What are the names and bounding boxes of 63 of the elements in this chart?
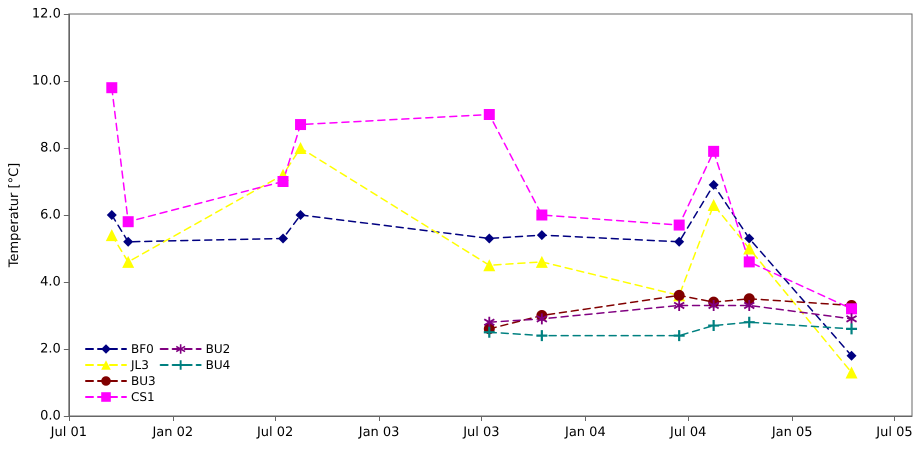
point (708, 300, 720, 311)
point (106, 229, 118, 242)
y-axis-title: Temperatur [°C] (7, 162, 22, 268)
point (278, 176, 289, 187)
x-tick-label: Jul 04 (669, 425, 706, 440)
y-tick-label: 12.0 (32, 6, 61, 22)
legend-label: BU2 (206, 342, 230, 356)
point (846, 366, 858, 378)
point (708, 146, 720, 157)
point (846, 313, 858, 324)
point (484, 326, 495, 338)
point (106, 82, 118, 94)
x-tick-label: Jan 05 (770, 425, 813, 440)
point (846, 303, 858, 314)
point (743, 242, 756, 254)
x-tick-label: Jul 03 (462, 425, 500, 440)
point (536, 313, 548, 324)
point (674, 220, 685, 231)
point (294, 142, 307, 154)
point (483, 259, 496, 272)
point (296, 210, 306, 220)
point (536, 230, 547, 240)
y-tick-label: 10.0 (32, 74, 61, 88)
point (536, 210, 548, 220)
point (708, 198, 720, 211)
point (278, 233, 288, 244)
x-tick-label: Jul 02 (256, 425, 294, 440)
x-tick-label: Jul 05 (875, 425, 913, 440)
point (674, 330, 685, 342)
point (674, 236, 684, 247)
x-tick-label: Jan 02 (151, 425, 194, 440)
point (122, 256, 134, 268)
point (846, 350, 857, 361)
point (708, 320, 720, 332)
point (536, 330, 548, 342)
y-tick-label: 4.0 (40, 274, 61, 290)
y-tick-label: 2.0 (40, 342, 61, 356)
point (484, 109, 495, 120)
point (484, 233, 494, 244)
point (295, 119, 306, 130)
point (846, 323, 858, 334)
legend-label: BU4 (206, 358, 230, 372)
point (708, 180, 719, 190)
legend-label: BU3 (131, 374, 156, 388)
legend-label: JL3 (130, 358, 149, 372)
point (123, 236, 134, 247)
point (536, 256, 548, 268)
x-tick-label: Jan 03 (358, 425, 400, 440)
y-tick-label: 0.0 (40, 408, 61, 424)
point (744, 256, 755, 268)
legend-label: CS1 (131, 390, 155, 404)
point (122, 216, 134, 228)
point (674, 300, 685, 311)
point (744, 300, 755, 311)
legend-label: BF0 (131, 342, 154, 356)
y-tick-label: 6.0 (40, 208, 61, 222)
point (106, 210, 117, 220)
point (744, 233, 754, 244)
point (484, 316, 495, 328)
x-tick-label: Jan 04 (564, 425, 606, 440)
x-tick-label: Jul 01 (50, 425, 88, 440)
y-tick-label: 8.0 (40, 140, 61, 156)
point (744, 316, 755, 328)
